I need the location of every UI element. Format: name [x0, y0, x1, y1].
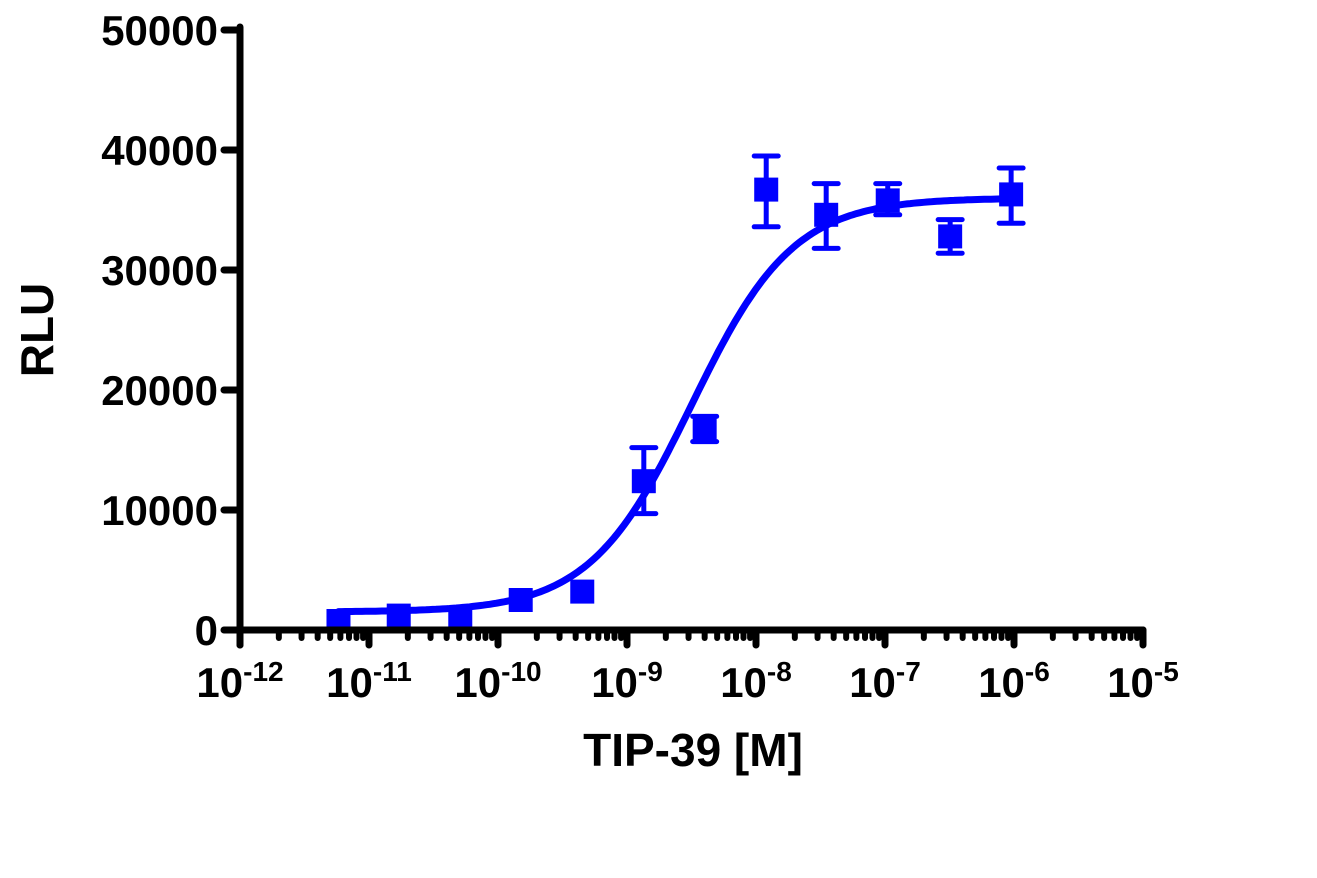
data-point [508, 588, 533, 612]
square-marker [814, 202, 839, 227]
square-marker [508, 588, 533, 612]
square-marker [875, 188, 900, 213]
fit-curve-path [335, 195, 1015, 616]
square-marker [999, 182, 1024, 207]
x-tick-label: 10-9 [591, 656, 663, 706]
data-points [326, 153, 1026, 633]
y-tick-label: 0 [195, 607, 218, 654]
square-marker [570, 579, 595, 604]
square-marker [631, 469, 656, 494]
data-point [751, 153, 781, 230]
x-tick-label: 10-12 [196, 656, 283, 706]
y-tick-label: 50000 [101, 7, 218, 54]
data-point [386, 603, 411, 628]
data-point [873, 181, 903, 218]
square-marker [692, 417, 717, 442]
y-axis-label: RLU [11, 283, 63, 378]
x-tick-label: 10-10 [454, 656, 541, 706]
y-tick-label: 40000 [101, 127, 218, 174]
axes: 0 10000 20000 30000 40000 50000 10-12 10-11 10-1… [101, 7, 1179, 706]
x-tick-label: 10-7 [849, 656, 921, 706]
x-tick-label: 10-6 [978, 656, 1050, 706]
fit-curve [335, 195, 1015, 616]
square-marker [938, 224, 963, 249]
x-axis-label: TIP-39 [M] [583, 724, 803, 776]
square-marker [386, 603, 411, 628]
x-tick-label: 10-11 [326, 656, 412, 706]
x-tick-label: 10-8 [720, 656, 792, 706]
x-tick-label: 10-5 [1107, 656, 1179, 706]
y-tick-label: 20000 [101, 367, 218, 414]
square-marker [754, 177, 779, 202]
data-point [629, 445, 659, 517]
y-tick-label: 30000 [101, 247, 218, 294]
data-point [570, 579, 595, 604]
data-point [811, 181, 841, 251]
data-point [690, 413, 720, 445]
data-point [996, 165, 1026, 226]
y-tick-label: 10000 [101, 487, 218, 534]
data-point [935, 217, 965, 256]
